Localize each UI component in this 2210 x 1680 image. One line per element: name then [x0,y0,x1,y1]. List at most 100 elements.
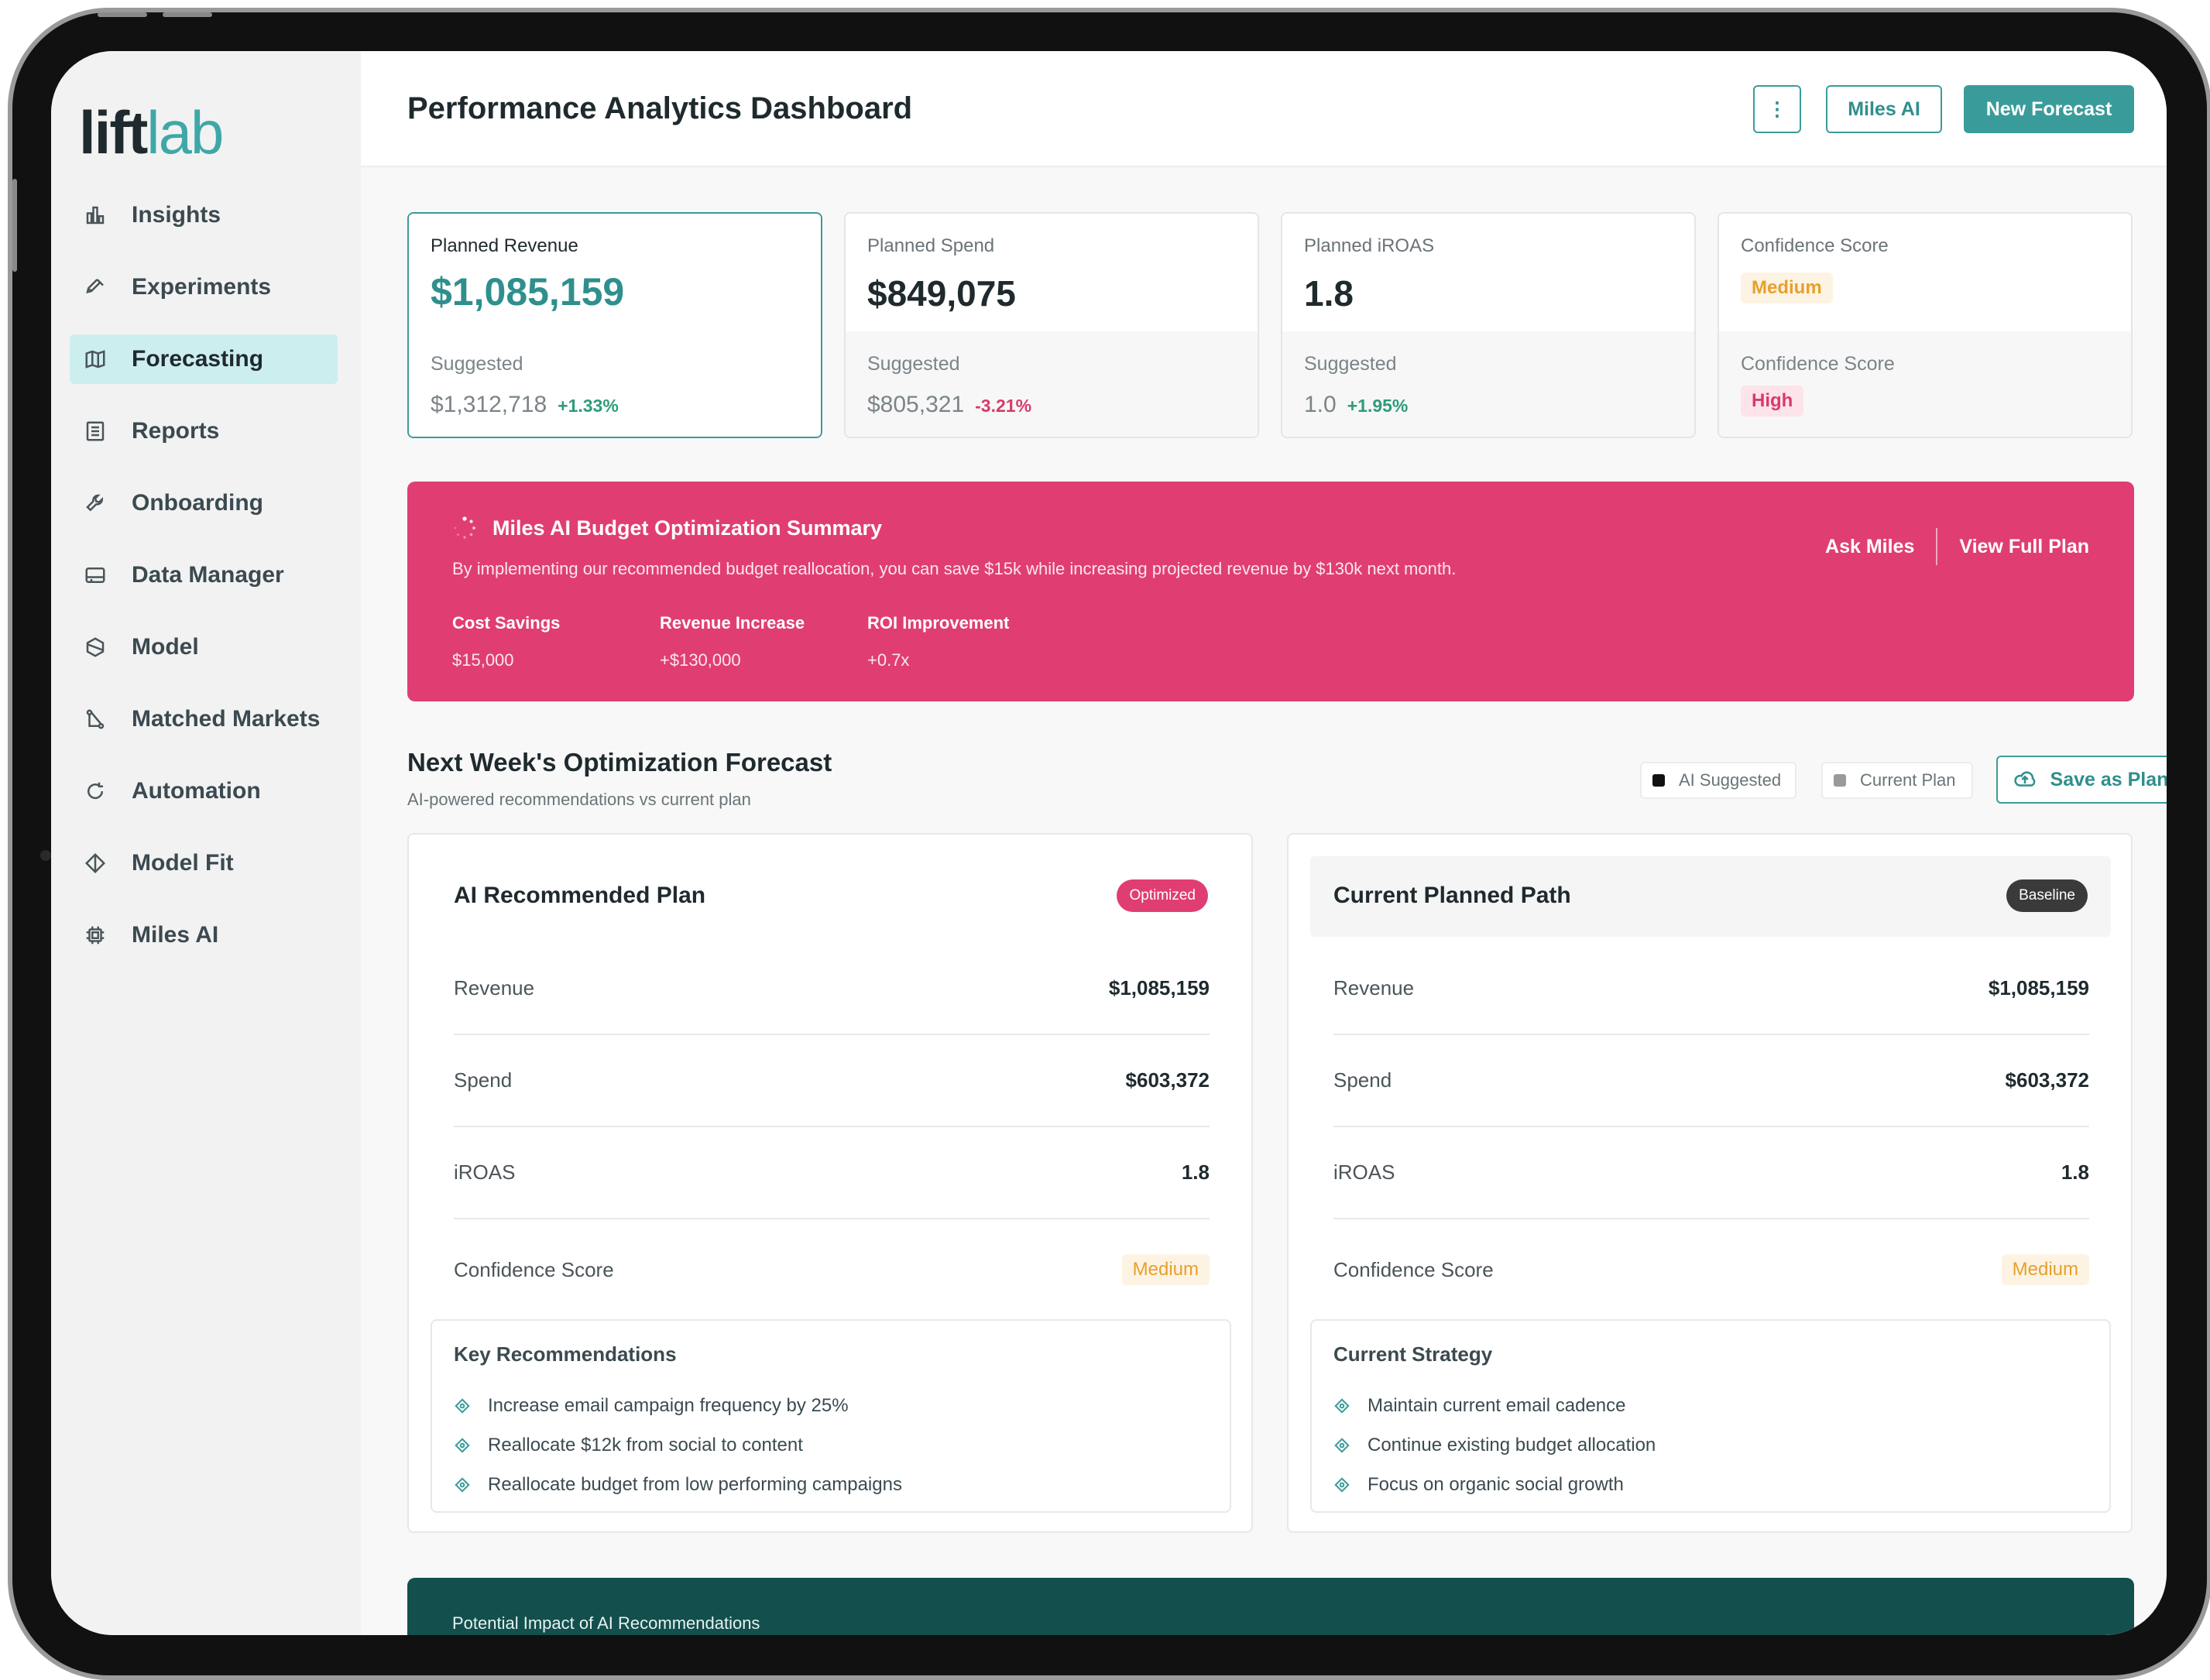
sidebar-item-label: Model Fit [132,850,234,876]
camera [40,850,51,861]
kpi-bottom [409,331,821,437]
metric-value: $1,085,159 [1108,976,1210,999]
drive-icon [82,562,108,588]
sidebar-item-label: Forecasting [132,346,264,372]
sidebar-item-data-manager[interactable]: Data Manager [70,550,338,600]
main-content: Performance Analytics Dashboard ⋮ Miles … [361,51,2167,1635]
kpi-suggested-value: 1.0 [1304,392,1337,417]
bar-chart-icon [82,202,108,228]
sidebar-item-label: Reports [132,418,220,444]
current-planned-path-card: Current Planned Path Baseline Revenue $1,… [1287,833,2133,1533]
legend-current-plan[interactable]: Current Plan [1821,762,1973,799]
sidebar-item-onboarding[interactable]: Onboarding [70,478,338,528]
logo-part2: lab [146,98,224,166]
kpi-label: Planned Revenue [431,235,578,256]
baseline-badge: Baseline [2006,879,2088,912]
stat-roi-improvement: ROI Improvement +0.7x [867,613,1009,670]
loading-spinner-icon [454,516,475,539]
sidebar-item-insights[interactable]: Insights [70,190,338,240]
stat-value: +0.7x [867,650,910,670]
legend-label: Current Plan [1860,770,1956,790]
metric-value: $603,372 [2005,1068,2089,1092]
sidebar-item-automation[interactable]: Automation [70,766,338,816]
potential-impact-panel: Potential Impact of AI Recommendations [407,1578,2134,1635]
kpi-card-planned-revenue[interactable]: Planned Revenue $1,085,159 Suggested $1,… [407,212,822,438]
miles-ai-button[interactable]: Miles AI [1826,85,1942,133]
save-as-plan-button[interactable]: Save as Plan [1996,756,2167,804]
metric-row-revenue: Revenue $1,085,159 [1333,943,2089,1035]
kpi-suggested-label: Confidence Score [1741,353,1895,375]
stat-revenue-increase: Revenue Increase +$130,000 [660,613,805,670]
kpi-card-planned-iroas[interactable]: Planned iROAS 1.8 Suggested 1.0 +1.95% [1281,212,1696,438]
sidebar-item-model[interactable]: Model [70,622,338,672]
page-title: Performance Analytics Dashboard [407,91,913,125]
metric-label: Spend [454,1068,513,1092]
metric-row-iroas: iROAS 1.8 [1333,1127,2089,1219]
banner-title-row: Miles AI Budget Optimization Summary [452,516,882,540]
confidence-badge: Medium [2001,1254,2089,1285]
sidebar-item-label: Insights [132,202,221,228]
kpi-bottom [846,331,1258,437]
side-button [12,179,17,272]
recommendation-list: Increase email campaign frequency by 25%… [454,1386,902,1504]
kpi-suggested-label: Suggested [867,353,960,375]
legend-swatch [1834,774,1846,787]
sidebar-item-miles-ai[interactable]: Miles AI [70,910,338,960]
confidence-badge-medium: Medium [1741,273,1833,303]
stat-cost-savings: Cost Savings $15,000 [452,613,560,670]
sidebar-item-forecasting[interactable]: Forecasting [70,334,338,384]
legend-ai-suggested[interactable]: AI Suggested [1640,762,1796,799]
sidebar-item-label: Experiments [132,274,272,300]
sidebar-item-experiments[interactable]: Experiments [70,262,338,312]
box-title: Current Strategy [1333,1342,1493,1366]
new-forecast-button[interactable]: New Forecast [1964,85,2134,133]
metric-label: Revenue [1333,976,1415,999]
kpi-value: $1,085,159 [431,270,625,314]
current-strategy-box: Current Strategy Maintain current email … [1310,1319,2111,1513]
cloud-upload-icon [2013,771,2035,787]
logo[interactable]: liftlab [79,98,224,168]
kpi-card-confidence-score[interactable]: Confidence Score Medium Confidence Score… [1718,212,2133,438]
metric-row-spend: Spend $603,372 [1333,1035,2089,1127]
ask-miles-link[interactable]: Ask Miles [1825,535,1915,557]
metric-label: iROAS [454,1161,516,1184]
sidebar-item-model-fit[interactable]: Model Fit [70,838,338,888]
metric-label: Spend [1333,1068,1392,1092]
list-item: Reallocate $12k from social to content [454,1425,902,1465]
save-as-plan-label: Save as Plan [2050,768,2167,790]
kpi-value: $849,075 [867,273,1016,314]
kpi-delta: +1.33% [558,396,619,416]
metric-label: Confidence Score [454,1257,614,1281]
metric-row-revenue: Revenue $1,085,159 [454,943,1210,1035]
chip-icon [82,922,108,948]
list-item: Increase email campaign frequency by 25% [454,1386,902,1425]
kpi-delta: +1.95% [1347,396,1409,416]
key-recommendations-box: Key Recommendations Increase email campa… [431,1319,1231,1513]
optimized-badge: Optimized [1117,879,1208,912]
kpi-card-planned-spend[interactable]: Planned Spend $849,075 Suggested $805,32… [844,212,1259,438]
kpi-label: Planned iROAS [1304,235,1435,256]
kpi-bottom [1282,331,1694,437]
top-bar: Performance Analytics Dashboard ⋮ Miles … [361,51,2167,167]
view-full-plan-link[interactable]: View Full Plan [1959,535,2089,557]
app-screen: liftlab Insights Experiments Forecasting… [51,51,2167,1635]
section-subtitle: AI-powered recommendations vs current pl… [407,790,751,809]
kpi-suggested-row: 1.0 +1.95% [1304,392,1408,418]
sidebar-item-label: Data Manager [132,562,284,588]
sidebar-item-reports[interactable]: Reports [70,406,338,456]
plan-name: Current Planned Path [1333,883,1571,908]
ai-recommended-plan-card: AI Recommended Plan Optimized Revenue $1,… [407,833,1253,1533]
stat-label: ROI Improvement [867,613,1010,633]
more-options-button[interactable]: ⋮ [1753,85,1801,133]
list-item-text: Reallocate $12k from social to content [488,1434,803,1455]
legend-swatch [1652,774,1665,787]
kpi-label: Planned Spend [867,235,995,256]
stat-label: Cost Savings [452,613,561,633]
route-icon [82,706,108,732]
kpi-suggested-value: $1,312,718 [431,392,547,417]
sidebar-nav: Insights Experiments Forecasting Reports… [70,190,338,982]
sidebar-item-matched-markets[interactable]: Matched Markets [70,694,338,744]
hexagon-icon [82,634,108,660]
kpi-suggested-label: Suggested [1304,353,1397,375]
list-item-text: Increase email campaign frequency by 25% [488,1394,849,1416]
